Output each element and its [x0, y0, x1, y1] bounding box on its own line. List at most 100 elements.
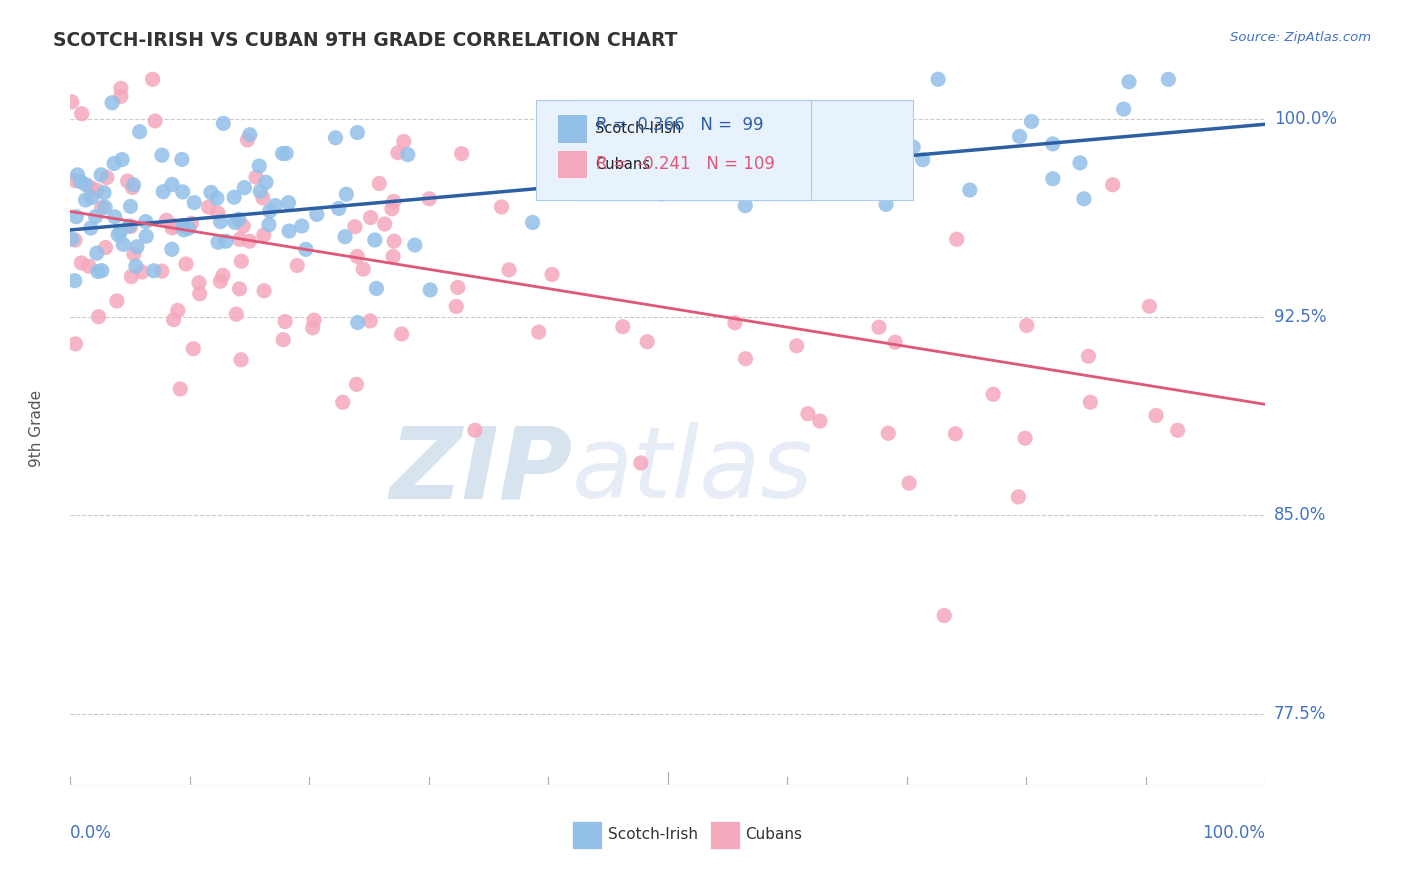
Point — [252, 191, 274, 205]
Point — [1112, 102, 1135, 116]
Point — [419, 283, 441, 297]
Point — [150, 264, 173, 278]
Point — [63, 233, 86, 247]
Point — [70, 107, 93, 121]
Point — [274, 314, 297, 328]
Point — [172, 185, 194, 199]
Point — [1021, 114, 1043, 128]
Point — [382, 194, 405, 209]
Point — [346, 126, 368, 140]
Point — [90, 168, 112, 182]
Point — [291, 219, 314, 233]
Point — [90, 263, 112, 277]
Point — [188, 276, 211, 290]
Point — [277, 195, 299, 210]
Point — [86, 184, 108, 198]
Point — [396, 147, 419, 161]
Point — [236, 133, 259, 147]
Point — [302, 313, 325, 327]
Text: Source: ZipAtlas.com: Source: ZipAtlas.com — [1230, 31, 1371, 45]
Point — [120, 219, 142, 234]
FancyBboxPatch shape — [537, 100, 811, 200]
Point — [80, 190, 103, 204]
Point — [247, 159, 270, 173]
Point — [366, 281, 388, 295]
FancyBboxPatch shape — [578, 100, 912, 200]
Point — [650, 186, 672, 201]
Point — [77, 259, 100, 273]
Point — [172, 219, 194, 233]
Point — [225, 307, 247, 321]
Text: 92.5%: 92.5% — [1274, 308, 1326, 326]
Point — [125, 259, 148, 273]
Point — [125, 240, 148, 254]
Point — [1167, 423, 1189, 437]
Point — [120, 269, 142, 284]
Point — [60, 232, 83, 246]
Point — [107, 227, 129, 242]
Point — [927, 72, 949, 87]
Point — [498, 263, 520, 277]
Point — [142, 72, 165, 87]
Point — [335, 187, 357, 202]
Point — [101, 95, 124, 110]
Point — [65, 174, 87, 188]
Point — [122, 178, 145, 192]
Point — [447, 280, 470, 294]
Point — [254, 175, 277, 189]
Point — [305, 207, 328, 221]
Point — [877, 426, 900, 441]
Point — [1139, 299, 1161, 313]
Point — [65, 337, 87, 351]
Text: ZIP: ZIP — [389, 423, 572, 519]
Point — [152, 185, 174, 199]
Point — [382, 234, 405, 248]
Point — [333, 229, 356, 244]
Point — [1042, 171, 1064, 186]
Point — [346, 377, 368, 392]
Point — [981, 387, 1004, 401]
Text: R =  0.366   N =  99: R = 0.366 N = 99 — [596, 116, 763, 134]
Point — [94, 200, 117, 214]
Point — [94, 241, 117, 255]
Point — [231, 254, 253, 268]
Point — [1073, 192, 1095, 206]
Point — [884, 335, 907, 350]
Point — [404, 238, 426, 252]
Point — [162, 312, 184, 326]
Point — [75, 178, 97, 192]
Text: 85.0%: 85.0% — [1274, 507, 1326, 524]
Point — [142, 264, 165, 278]
Point — [75, 193, 97, 207]
Point — [103, 156, 125, 170]
Text: 100.0%: 100.0% — [1202, 824, 1265, 842]
Point — [160, 178, 183, 192]
Point — [346, 249, 368, 263]
Point — [166, 303, 188, 318]
Point — [60, 95, 83, 109]
Point — [233, 180, 256, 194]
Point — [160, 243, 183, 257]
Text: Cubans: Cubans — [595, 157, 650, 171]
Point — [110, 89, 132, 103]
Point — [381, 202, 404, 216]
Point — [66, 168, 89, 182]
Point — [278, 224, 301, 238]
Point — [105, 293, 128, 308]
Point — [150, 148, 173, 162]
Point — [197, 200, 219, 214]
Point — [170, 153, 193, 167]
Point — [86, 246, 108, 260]
Point — [112, 237, 135, 252]
Point — [188, 286, 211, 301]
Point — [143, 114, 166, 128]
Point — [110, 225, 132, 239]
Point — [155, 213, 177, 227]
Point — [612, 319, 634, 334]
Point — [444, 300, 467, 314]
Point — [264, 198, 287, 212]
Point — [537, 116, 560, 130]
Point — [224, 190, 246, 204]
Point — [1069, 156, 1091, 170]
Point — [368, 177, 391, 191]
